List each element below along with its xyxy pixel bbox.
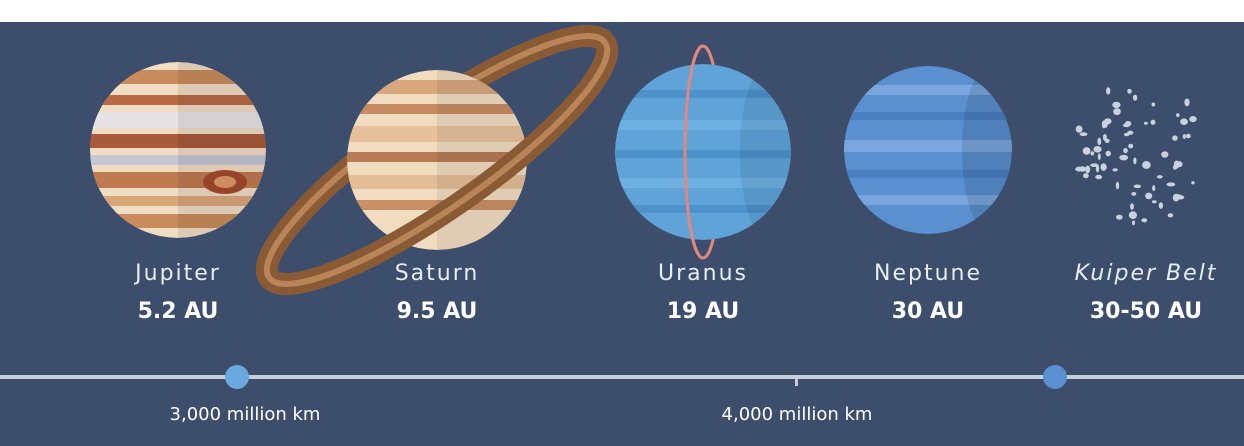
belt-rock	[1180, 118, 1188, 125]
belt-rock	[1174, 161, 1180, 169]
belt-rock	[1076, 126, 1083, 133]
belt-rock	[1172, 135, 1178, 140]
belt-rock	[1102, 120, 1106, 128]
belt-rock	[1097, 138, 1101, 145]
scale-label: 3,000 million km	[170, 404, 321, 425]
belt-rock	[1173, 194, 1180, 202]
planet-distance: 30-50 AU	[1090, 299, 1202, 324]
belt-rock	[1133, 158, 1136, 165]
belt-rock	[1159, 202, 1163, 209]
belt-rock	[1157, 175, 1163, 178]
belt-rock	[1152, 103, 1156, 107]
belt-rock	[1189, 116, 1196, 122]
planet-distance: 9.5 AU	[397, 299, 478, 324]
belt-rock	[1134, 185, 1141, 189]
belt-rock	[1095, 175, 1102, 179]
belt-rock	[1161, 151, 1168, 157]
planet-distance: 30 AU	[892, 299, 965, 324]
belt-rock	[1129, 211, 1137, 219]
belt-rock	[1106, 151, 1111, 157]
marker-dot	[225, 365, 249, 389]
belt-rock	[1186, 134, 1191, 139]
belt-rock	[1091, 151, 1095, 155]
belt-rock	[1083, 147, 1091, 155]
infographic: Jupiter 5.2 AU Saturn 9.5 AU Uranus 19 A…	[0, 0, 1244, 446]
belt-rock	[1131, 192, 1136, 196]
planet-distance: 19 AU	[667, 299, 740, 324]
belt-rock	[1123, 148, 1128, 153]
belt-rock	[1116, 182, 1119, 190]
belt-rock	[1141, 218, 1147, 222]
planet-name: Uranus	[658, 261, 748, 286]
planet-name: Saturn	[395, 261, 480, 286]
belt-rock	[1090, 163, 1098, 167]
scale-label: 4,000 million km	[722, 404, 873, 425]
marker-dot	[1043, 365, 1067, 389]
belt-rock	[1183, 134, 1186, 139]
belt-rock	[1124, 133, 1129, 137]
belt-rock	[1085, 166, 1090, 174]
belt-rock	[1166, 182, 1175, 186]
belt-rock	[1119, 155, 1128, 161]
belt-rock	[1101, 163, 1107, 171]
belt-rock	[1116, 215, 1123, 220]
belt-rock	[1083, 173, 1089, 178]
belt-rock	[1176, 113, 1180, 117]
belt-rock	[1168, 213, 1174, 217]
belt-rock	[1133, 95, 1137, 101]
belt-rock	[1152, 200, 1157, 203]
belt-rock	[1112, 168, 1117, 171]
belt-rock	[1127, 89, 1132, 94]
belt-rock	[1144, 161, 1147, 164]
belt-rock	[1080, 132, 1088, 136]
belt-rock	[1105, 139, 1110, 143]
belt-rock	[1151, 120, 1156, 125]
marker-tick	[795, 377, 798, 386]
belt-rock	[1106, 87, 1110, 94]
belt-rock	[1132, 221, 1135, 226]
belt-rock	[1191, 181, 1194, 184]
planet-name: Neptune	[874, 261, 982, 286]
belt-rock	[1123, 123, 1130, 127]
belt-rock	[1130, 203, 1134, 210]
planet-name: Jupiter	[133, 261, 221, 286]
belt-rock	[1145, 193, 1152, 200]
belt-rock	[1112, 102, 1120, 108]
belt-rock	[1113, 108, 1121, 115]
belt-rock	[1128, 144, 1133, 149]
belt-rock	[1144, 122, 1148, 125]
belt-rock	[1075, 167, 1083, 172]
planet-distance: 5.2 AU	[138, 299, 219, 324]
belt-rock	[1184, 99, 1189, 107]
belt-rock	[1098, 153, 1101, 160]
belt-rock	[1093, 146, 1101, 153]
belt-rock	[1152, 185, 1155, 191]
planet-name: Kuiper Belt	[1075, 261, 1218, 286]
